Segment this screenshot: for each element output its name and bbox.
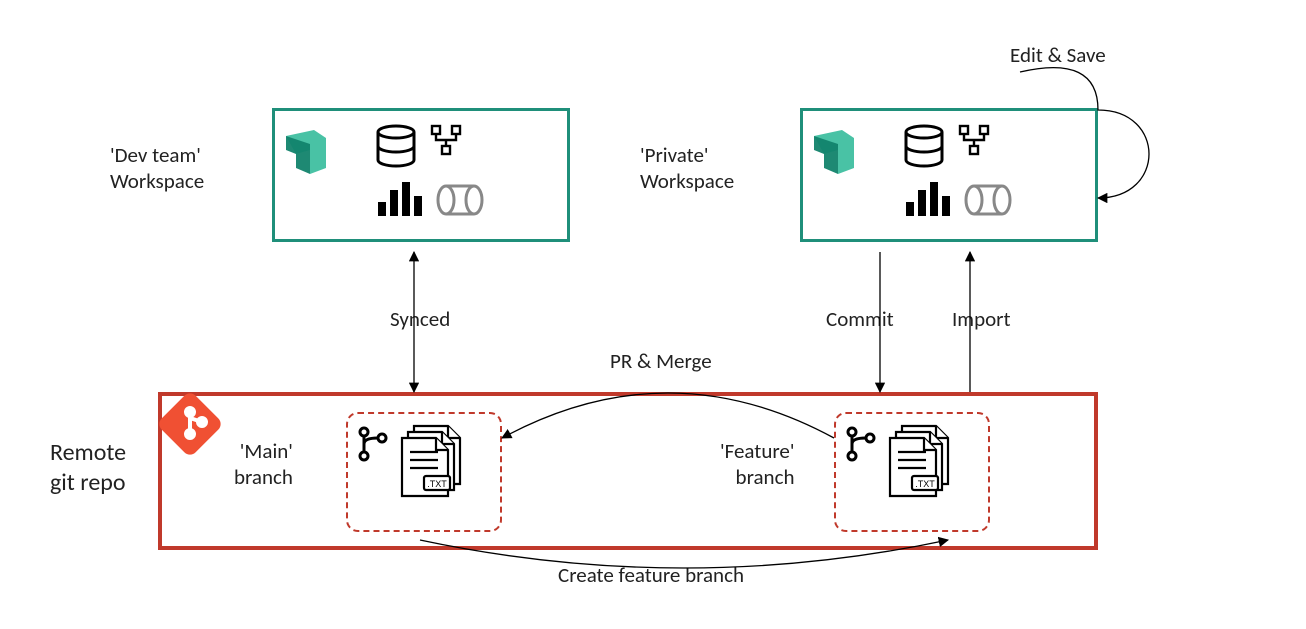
private-workspace-pipeline-icon xyxy=(960,126,988,154)
dev-workspace-pipeline-icon xyxy=(432,126,460,154)
pr-merge-arrow xyxy=(502,393,834,438)
dev-workspace-fabric-icon xyxy=(286,130,326,174)
private-workspace-fabric-icon xyxy=(814,130,854,174)
create-feature-branch-arrow xyxy=(420,540,948,568)
main-branch-files-icon: .TXT xyxy=(402,426,460,496)
arrow-overlay: .TXT .TXT xyxy=(0,0,1306,629)
feature-branch-files-icon: .TXT xyxy=(890,426,948,496)
svg-text:.TXT: .TXT xyxy=(915,479,935,489)
dev-workspace-lakehouse-icon xyxy=(438,186,482,214)
svg-text:.TXT: .TXT xyxy=(427,479,447,489)
feature-branch-branch-icon xyxy=(848,428,874,460)
private-workspace-lakehouse-icon xyxy=(966,186,1010,214)
dev-workspace-database-icon xyxy=(378,126,414,166)
main-branch-branch-icon xyxy=(360,428,386,460)
arrows-group xyxy=(414,68,1149,568)
edit-save-arrow xyxy=(1020,68,1149,198)
private-workspace-chart-icon xyxy=(906,182,950,216)
dev-workspace-chart-icon xyxy=(378,182,422,216)
git-logo-icon xyxy=(156,390,224,458)
icons-group: .TXT .TXT xyxy=(156,126,1010,496)
private-workspace-database-icon xyxy=(906,126,942,166)
